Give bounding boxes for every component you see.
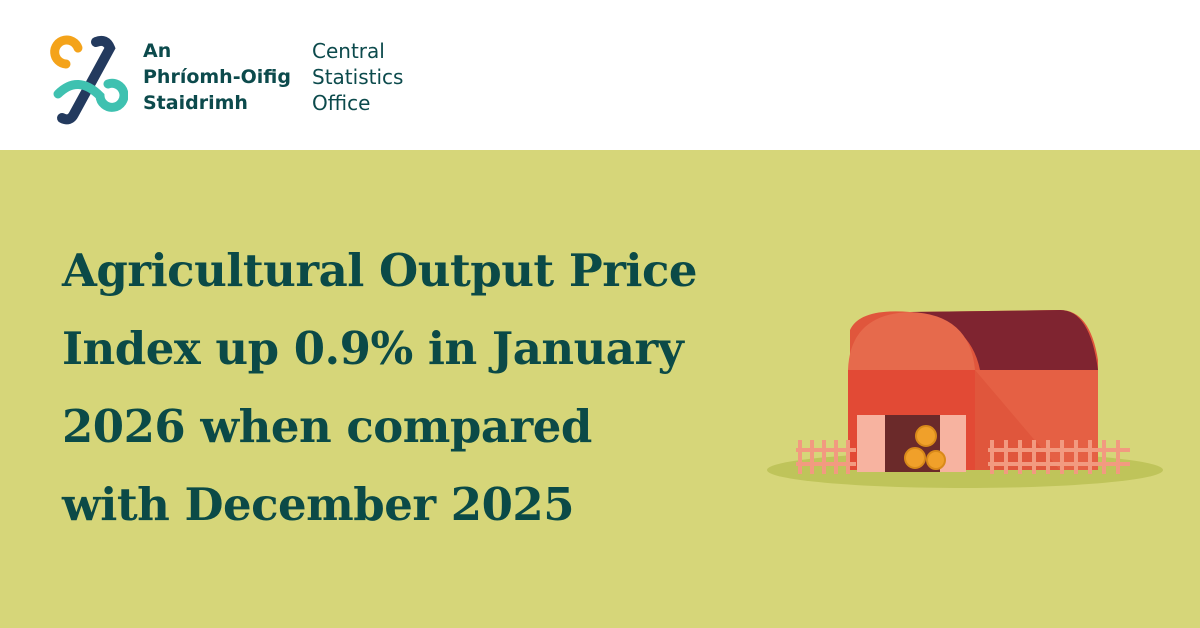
logo-text: Statistics xyxy=(312,65,404,89)
logo-text: Staidrimh xyxy=(143,92,248,114)
headline: Agricultural Output Price Index up 0.9% … xyxy=(62,232,698,544)
headline-line: Agricultural Output Price xyxy=(62,244,698,297)
logo-text: Central xyxy=(312,39,385,63)
barn-illustration xyxy=(767,310,1163,488)
logo-text: Office xyxy=(312,91,371,115)
header: An Phríomh-Oifig Staidrimh Central Stati… xyxy=(0,0,1200,150)
headline-line: with December 2025 xyxy=(62,478,575,531)
headline-line: Index up 0.9% in January xyxy=(62,322,684,375)
logo-icon xyxy=(50,35,128,125)
logo-text: Phríomh-Oifig xyxy=(143,66,291,88)
logo-irish: An Phríomh-Oifig Staidrimh xyxy=(143,38,291,116)
logo-text: An xyxy=(143,40,172,62)
logo-english: Central Statistics Office xyxy=(312,38,403,116)
headline-line: 2026 when compared xyxy=(62,400,592,453)
